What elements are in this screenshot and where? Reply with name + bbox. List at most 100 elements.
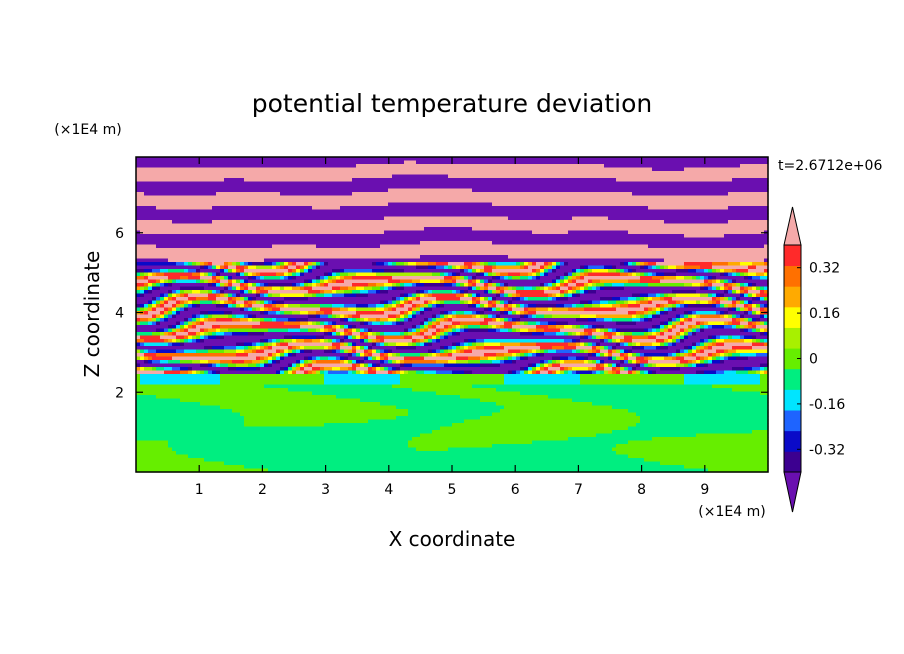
contour-cell [356, 293, 369, 298]
contour-cell [640, 318, 645, 323]
contour-cell [220, 279, 229, 284]
contour-cell [508, 356, 513, 361]
contour-cell [408, 262, 417, 267]
contour-cell [368, 335, 377, 340]
contour-cell [200, 304, 217, 309]
contour-cell [144, 290, 149, 295]
contour-cell [392, 360, 397, 365]
contour-cell [296, 370, 305, 375]
contour-cell [136, 339, 145, 344]
contour-cell [208, 370, 213, 375]
contour-cell [268, 356, 273, 361]
contour-cell [652, 272, 657, 277]
contour-cell [464, 342, 469, 347]
contour-cell [728, 311, 745, 316]
contour-cell [360, 332, 365, 337]
contour-cell [216, 300, 221, 305]
contour-cell [760, 307, 765, 312]
contour-cell [172, 356, 257, 361]
contour-cell [252, 307, 257, 312]
contour-cell [264, 360, 269, 365]
contour-cell [616, 346, 633, 351]
contour-cell [432, 307, 485, 312]
contour-cell [180, 293, 185, 298]
contour-cell [668, 321, 673, 326]
contour-cell [332, 314, 337, 319]
contour-cell [308, 321, 313, 326]
contour-cell [296, 318, 309, 323]
contour-cell [428, 290, 433, 295]
contour-cell [392, 304, 397, 309]
contour-cell [460, 395, 549, 400]
contour-cell [224, 286, 229, 291]
contour-cell [252, 297, 257, 302]
contour-cell [228, 286, 233, 291]
contour-cell [428, 293, 433, 298]
contour-cell [228, 297, 233, 302]
contour-cell [536, 311, 629, 316]
contour-cell [692, 328, 697, 333]
contour-cell [392, 307, 397, 312]
contour-cell [264, 307, 269, 312]
contour-cell [168, 328, 173, 333]
contour-cell [228, 276, 233, 281]
contour-cell [216, 279, 221, 284]
contour-cell [588, 356, 609, 361]
contour-cell [664, 356, 673, 361]
contour-cell [652, 265, 657, 270]
contour-cell [584, 290, 589, 295]
contour-cell [308, 318, 341, 323]
contour-cell [148, 307, 153, 312]
contour-cell [468, 290, 485, 295]
contour-cell [456, 332, 461, 337]
contour-cell [732, 335, 741, 340]
contour-cell [292, 353, 297, 358]
contour-cell [304, 269, 309, 274]
contour-cell [712, 384, 769, 389]
contour-cell [336, 339, 341, 344]
contour-cell [148, 272, 153, 277]
contour-cell [752, 286, 757, 291]
contour-cell [400, 377, 505, 382]
contour-cell [724, 311, 729, 316]
contour-cell [292, 346, 297, 351]
contour-cell [676, 321, 681, 326]
contour-cell [348, 356, 365, 361]
contour-cell [624, 262, 629, 267]
contour-cell [360, 360, 365, 365]
contour-cell [632, 318, 641, 323]
contour-cell [528, 349, 533, 354]
contour-cell [684, 465, 769, 470]
contour-cell [160, 335, 177, 340]
contour-cell [600, 304, 613, 309]
contour-cell [268, 339, 273, 344]
contour-cell [500, 300, 505, 305]
contour-cell [452, 353, 485, 358]
contour-cell [456, 276, 461, 281]
contour-cell [316, 283, 321, 288]
contour-cell [668, 304, 673, 309]
contour-cell [252, 276, 257, 281]
contour-cell [500, 363, 529, 368]
contour-cell [512, 276, 521, 281]
contour-cell [396, 367, 401, 372]
contour-cell [136, 423, 245, 428]
contour-cell [480, 286, 485, 291]
contour-cell [592, 335, 597, 340]
contour-cell [452, 290, 457, 295]
contour-cell [700, 360, 705, 365]
contour-cell [136, 237, 769, 242]
contour-cell [392, 370, 397, 375]
contour-cell [520, 276, 529, 281]
contour-cell [692, 346, 697, 351]
contour-cell [572, 398, 769, 403]
contour-cell [184, 318, 189, 323]
contour-cell [584, 307, 617, 312]
contour-cell [760, 293, 769, 298]
contour-cell [240, 318, 249, 323]
contour-cell [136, 185, 769, 190]
contour-cell [136, 342, 141, 347]
contour-cell [452, 328, 457, 333]
contour-cell [556, 349, 573, 354]
y-tick-label: 4 [115, 306, 124, 322]
